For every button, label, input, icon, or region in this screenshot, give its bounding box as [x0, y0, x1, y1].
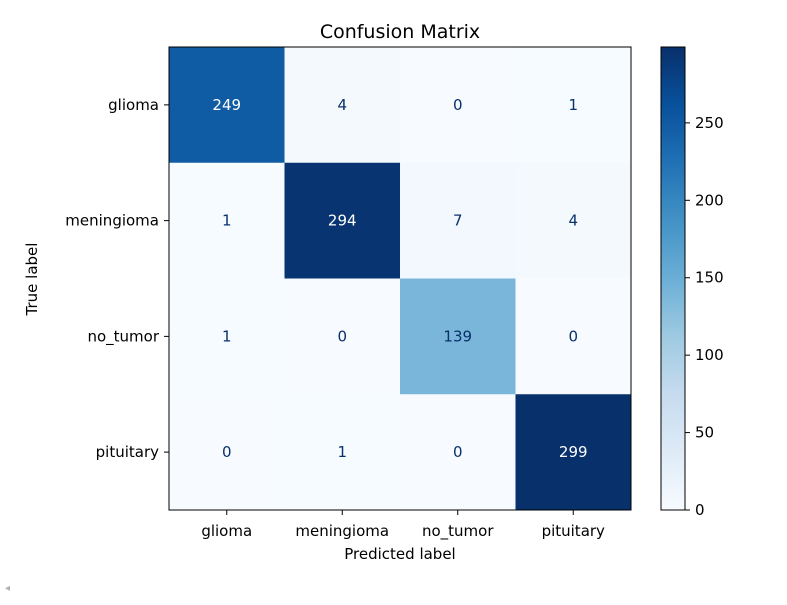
heatmap-cell: [515, 47, 632, 164]
colorbar-tick-label: 0: [695, 501, 705, 519]
x-axis: glioma meningioma no_tumor pituitary: [201, 510, 605, 541]
cell-value-label: 1: [222, 327, 232, 345]
heatmap-cell: [284, 394, 401, 511]
y-tick-label: glioma: [108, 96, 159, 114]
cell-value-label: 1: [222, 212, 232, 230]
cell-value-label: 0: [222, 443, 232, 461]
x-tick-label: pituitary: [542, 522, 605, 540]
y-tick-label: no_tumor: [87, 327, 159, 346]
scroll-left-icon[interactable]: ◂: [5, 583, 11, 594]
cell-value-label: 1: [337, 443, 347, 461]
cell-value-label: 139: [443, 327, 472, 345]
heatmap-cell: [400, 278, 516, 395]
heatmap-cell: [400, 394, 516, 511]
cell-value-label: 299: [559, 443, 588, 461]
y-tick-label: meningioma: [65, 212, 159, 230]
heatmap-cell: [284, 47, 401, 164]
cell-value-label: 1: [568, 96, 578, 114]
y-tick-label: pituitary: [96, 443, 159, 461]
heatmap-cell: [169, 278, 285, 395]
heatmap-cell: [400, 47, 516, 164]
colorbar-ticks: 0 50 100 150 200 250: [685, 114, 724, 519]
cell-value-label: 0: [453, 443, 463, 461]
cell-value-label: 294: [328, 212, 357, 230]
cell-value-label: 0: [568, 327, 578, 345]
cell-value-label: 7: [453, 212, 463, 230]
colorbar-tick-label: 200: [695, 191, 724, 209]
colorbar: [660, 46, 686, 511]
x-tick-label: meningioma: [295, 522, 389, 540]
colorbar-tick-label: 250: [695, 114, 724, 132]
heatmap-cell: [169, 162, 285, 279]
cell-value-label: 249: [212, 96, 241, 114]
cell-value-label: 4: [568, 212, 578, 230]
cell-value-label: 4: [337, 96, 347, 114]
heatmap-cell: [169, 47, 285, 164]
y-axis: glioma meningioma no_tumor pituitary: [65, 96, 169, 461]
heatmap-cells: [169, 47, 632, 511]
heatmap-cell: [400, 162, 516, 279]
colorbar-tick-label: 50: [695, 424, 714, 442]
x-tick-label: no_tumor: [422, 522, 494, 541]
colorbar-tick-label: 100: [695, 346, 724, 364]
heatmap-cell: [515, 162, 632, 279]
cell-value-label: 0: [453, 96, 463, 114]
colorbar-tick-label: 150: [695, 269, 724, 287]
heatmap-cell: [284, 278, 401, 395]
heatmap-cell: [169, 394, 285, 511]
heatmap-cell: [515, 394, 632, 511]
plot-frame: [168, 46, 632, 511]
heatmap-cell: [515, 278, 632, 395]
cell-value-label: 0: [337, 327, 347, 345]
x-axis-label: Predicted label: [344, 545, 455, 563]
heatmap-cell: [284, 162, 401, 279]
x-tick-label: glioma: [201, 522, 252, 540]
chart-title: Confusion Matrix: [320, 21, 480, 43]
y-axis-label: True label: [23, 243, 41, 317]
cell-value-labels: 249 4 0 1 1 294 7 4 1 0 139 0 0 1 0 299: [212, 96, 587, 461]
